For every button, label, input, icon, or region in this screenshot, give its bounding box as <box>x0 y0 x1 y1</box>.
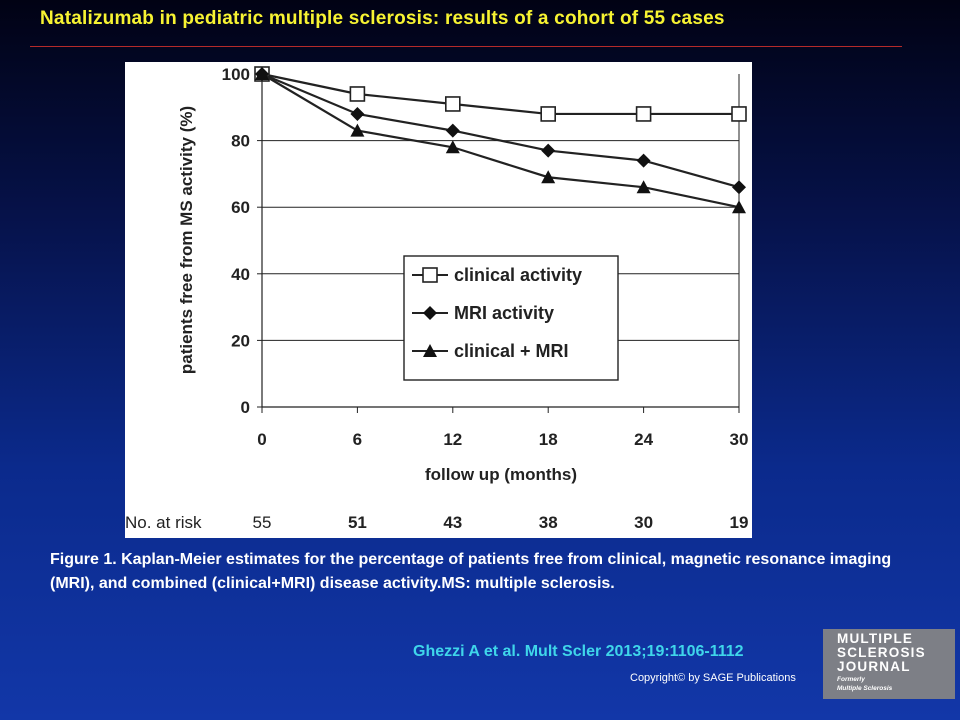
risk-table-value-4: 30 <box>634 513 653 532</box>
x-tick-label-4: 24 <box>634 430 653 449</box>
y-tick-label-1: 20 <box>231 331 250 350</box>
title-divider <box>30 46 902 47</box>
series-line-0 <box>261 72 739 116</box>
series-1 <box>255 67 746 195</box>
risk-table-value-0: 55 <box>253 513 272 532</box>
copyright-notice: Copyright© by SAGE Publications <box>630 672 796 684</box>
series-line-1 <box>261 72 740 189</box>
point-s1-1 <box>350 106 365 121</box>
risk-table-label: No. at risk <box>125 513 202 532</box>
point-s2-1 <box>350 123 365 137</box>
point-s0-2 <box>444 96 461 112</box>
kaplan-meier-chart: 0 20 40 60 80 100 0 6 12 18 24 30 follow up (months)… <box>125 65 749 532</box>
y-tick-label-2: 40 <box>231 265 250 284</box>
x-tick-label-0: 0 <box>257 430 266 449</box>
logo-line-1: MULTIPLE <box>837 631 914 646</box>
point-s1-2 <box>445 123 460 138</box>
y-tick-label-5: 100 <box>222 65 250 84</box>
legend-box <box>403 255 619 381</box>
series-line-2 <box>261 73 740 209</box>
y-tick-label-0: 0 <box>241 398 250 417</box>
figure-panel: 0 20 40 60 80 100 0 6 12 18 24 30 follow up (months)… <box>125 62 752 538</box>
point-s2-3 <box>541 170 556 184</box>
y-axis-label: patients free from MS activity (%) <box>177 106 196 374</box>
slide-title: Natalizumab in pediatric multiple sclero… <box>40 8 725 29</box>
x-tick-label-2: 12 <box>443 430 462 449</box>
figure-caption: Figure 1. Kaplan-Meier estimates for the… <box>50 551 892 592</box>
y-tick-label-4: 80 <box>231 132 250 151</box>
legend-label-0: clinical activity <box>454 265 582 285</box>
risk-table-value-1: 51 <box>348 513 367 532</box>
point-s0-1 <box>349 86 366 102</box>
point-s2-4 <box>636 180 651 194</box>
point-s1-4 <box>636 153 651 168</box>
logo-line-5: Multiple Sclerosis <box>837 685 893 692</box>
point-s0-5 <box>731 106 747 122</box>
legend-label-2: clinical + MRI <box>454 341 569 361</box>
series-2 <box>255 67 746 214</box>
y-tick-label-3: 60 <box>231 198 250 217</box>
point-s1-5 <box>732 180 746 195</box>
legend-swatch-marker-2 <box>423 344 437 357</box>
legend-swatch-marker-1 <box>423 306 437 320</box>
point-s0-4 <box>635 106 652 122</box>
legend-swatch-marker-0 <box>422 267 438 283</box>
logo-line-2: SCLEROSIS <box>837 645 926 660</box>
risk-table-value-3: 38 <box>539 513 558 532</box>
risk-table-value-2: 43 <box>443 513 462 532</box>
risk-table-value-5: 19 <box>730 513 749 532</box>
logo-line-3: JOURNAL <box>837 659 911 674</box>
x-tick-label-3: 18 <box>539 430 558 449</box>
x-axis-label: follow up (months) <box>425 465 577 484</box>
point-s0-3 <box>540 106 557 122</box>
logo-line-4: Formerly <box>837 676 865 683</box>
journal-logo: MULTIPLE SCLEROSIS JOURNAL Formerly Mult… <box>823 629 955 699</box>
x-tick-label-1: 6 <box>353 430 362 449</box>
point-s1-3 <box>541 143 556 158</box>
citation-link[interactable]: Ghezzi A et al. Mult Scler 2013;19:1106-… <box>413 643 744 660</box>
point-s2-2 <box>445 140 460 154</box>
x-tick-label-5: 30 <box>730 430 749 449</box>
point-s2-0 <box>255 67 269 80</box>
point-s2-5 <box>732 200 746 214</box>
legend-label-1: MRI activity <box>454 303 554 323</box>
